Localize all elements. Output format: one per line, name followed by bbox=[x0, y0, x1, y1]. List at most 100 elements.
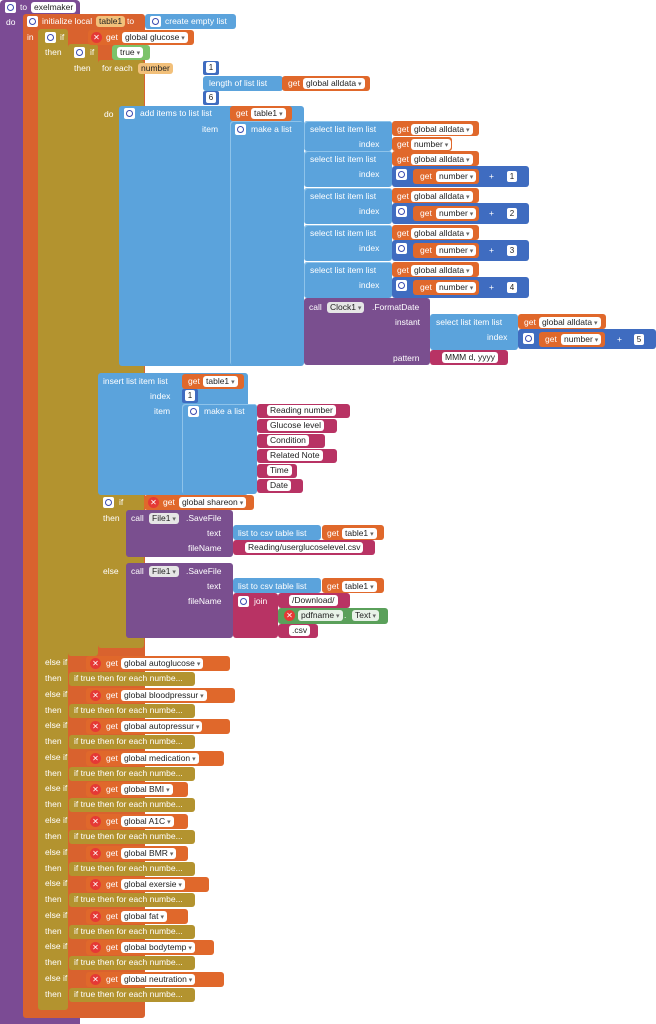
gear-icon[interactable] bbox=[150, 16, 161, 27]
local-var-dropdown[interactable]: number bbox=[436, 245, 477, 256]
get-label: get bbox=[106, 752, 118, 763]
global-var-dropdown[interactable]: global alldata bbox=[411, 265, 473, 276]
local-var-dropdown[interactable]: number bbox=[436, 208, 477, 219]
component-dropdown[interactable]: File1 bbox=[149, 566, 179, 577]
error-icon: ✕ bbox=[90, 816, 101, 827]
global-var-dropdown[interactable]: global shareon bbox=[179, 497, 247, 508]
collapsed-block[interactable] bbox=[69, 924, 195, 939]
global-var-dropdown[interactable]: global bodytemp bbox=[121, 942, 195, 954]
local-var-name[interactable]: table1 bbox=[96, 16, 126, 27]
global-var-dropdown[interactable]: global neutration bbox=[121, 974, 196, 985]
global-var-dropdown[interactable]: global fat bbox=[121, 910, 167, 922]
method-label: .SaveFile bbox=[186, 566, 222, 576]
select-list-item-block[interactable] bbox=[304, 151, 392, 187]
savefile-block-2[interactable] bbox=[126, 563, 233, 638]
global-var-dropdown[interactable]: global alldata bbox=[539, 317, 601, 328]
gear-icon[interactable] bbox=[396, 206, 407, 217]
global-var-dropdown[interactable]: global autopressur bbox=[121, 721, 203, 733]
offset-number[interactable]: 5 bbox=[634, 334, 644, 345]
gear-icon[interactable] bbox=[188, 406, 199, 417]
get-label: get bbox=[420, 171, 432, 181]
header-text[interactable]: Reading number bbox=[267, 405, 336, 416]
local-var-dropdown[interactable]: table1 bbox=[203, 376, 238, 387]
collapsed-block[interactable] bbox=[69, 672, 195, 686]
global-var-dropdown[interactable]: global A1C bbox=[121, 816, 174, 827]
global-var-dropdown[interactable]: global alldata bbox=[411, 228, 473, 239]
header-text[interactable]: Date bbox=[267, 480, 291, 491]
collapsed-block[interactable] bbox=[69, 988, 195, 1002]
global-var-dropdown[interactable]: global medication bbox=[121, 752, 199, 764]
else-if-label: else if bbox=[45, 688, 68, 699]
header-text[interactable]: Related Note bbox=[267, 450, 323, 461]
offset-number[interactable]: 3 bbox=[507, 245, 517, 256]
gear-icon[interactable] bbox=[103, 497, 114, 508]
from-number[interactable]: 1 bbox=[206, 62, 216, 73]
gear-icon[interactable] bbox=[235, 124, 246, 135]
create-empty-list-block[interactable] bbox=[145, 14, 236, 29]
for-var-field[interactable]: number bbox=[138, 63, 173, 74]
gear-icon[interactable] bbox=[5, 2, 16, 13]
global-var-dropdown[interactable]: global BMR bbox=[121, 847, 177, 859]
clock-formatdate-block[interactable] bbox=[304, 298, 430, 365]
global-var-dropdown[interactable]: global alldata bbox=[411, 124, 473, 135]
savefile-block-1[interactable] bbox=[126, 510, 233, 557]
global-var-dropdown[interactable]: global glucose bbox=[122, 32, 188, 43]
download-text[interactable]: /Download/ bbox=[289, 595, 338, 606]
filename-text[interactable]: Reading/userglucoselevel.csv bbox=[245, 542, 364, 553]
global-var-dropdown[interactable]: global alldata bbox=[303, 78, 365, 89]
collapsed-block[interactable] bbox=[69, 861, 195, 876]
select-list-item-block[interactable] bbox=[304, 121, 392, 151]
pattern-text[interactable]: MMM d, yyyy bbox=[442, 352, 499, 363]
extension-text[interactable]: .csv bbox=[289, 625, 311, 636]
offset-number[interactable]: 4 bbox=[507, 282, 517, 293]
local-var-dropdown[interactable]: number bbox=[411, 139, 452, 150]
collapsed-block[interactable] bbox=[69, 735, 195, 750]
collapsed-block[interactable] bbox=[69, 766, 195, 781]
gear-icon[interactable] bbox=[27, 16, 38, 27]
local-var-dropdown[interactable]: number bbox=[436, 171, 477, 182]
header-text[interactable]: Time bbox=[267, 465, 292, 476]
procedure-name-field[interactable]: exelmaker bbox=[31, 2, 77, 13]
local-var-dropdown[interactable]: table1 bbox=[342, 528, 377, 539]
collapsed-block[interactable] bbox=[69, 703, 195, 718]
global-var-dropdown[interactable]: global autoglucose bbox=[121, 658, 204, 669]
select-list-item-block[interactable] bbox=[304, 188, 392, 224]
error-icon: ✕ bbox=[90, 689, 101, 701]
gear-icon[interactable] bbox=[396, 280, 407, 291]
global-var-dropdown[interactable]: global BMI bbox=[121, 784, 173, 796]
gear-icon[interactable] bbox=[45, 32, 56, 43]
offset-number[interactable]: 2 bbox=[507, 208, 517, 219]
gear-icon[interactable] bbox=[238, 596, 249, 607]
gear-icon[interactable] bbox=[396, 169, 407, 180]
gear-icon[interactable] bbox=[124, 108, 135, 119]
global-var-dropdown[interactable]: global exersie bbox=[121, 879, 185, 891]
select-list-item-block[interactable] bbox=[304, 225, 392, 261]
collapsed-block[interactable] bbox=[69, 830, 195, 844]
local-var-dropdown[interactable]: number bbox=[436, 282, 477, 293]
collapsed-block[interactable] bbox=[69, 956, 195, 971]
local-var-dropdown[interactable]: table1 bbox=[251, 108, 286, 119]
gear-icon[interactable] bbox=[523, 333, 534, 344]
global-var-dropdown[interactable]: global bloodpressur bbox=[121, 689, 207, 701]
gear-icon[interactable] bbox=[396, 243, 407, 254]
inner-if-true-block[interactable] bbox=[68, 44, 98, 656]
offset-number[interactable]: 1 bbox=[507, 171, 517, 182]
insert-index-number[interactable]: 1 bbox=[185, 390, 195, 401]
collapsed-block[interactable] bbox=[69, 893, 195, 908]
header-text[interactable]: Condition bbox=[267, 435, 309, 446]
property-dropdown[interactable]: Text bbox=[352, 610, 380, 621]
component-dropdown[interactable]: File1 bbox=[149, 513, 179, 524]
by-number[interactable]: 6 bbox=[206, 92, 216, 103]
global-var-dropdown[interactable]: global alldata bbox=[411, 154, 473, 165]
header-text[interactable]: Glucose level bbox=[267, 420, 325, 431]
gear-icon[interactable] bbox=[74, 47, 85, 58]
select-list-item-block[interactable] bbox=[304, 262, 392, 298]
local-var-dropdown[interactable]: table1 bbox=[342, 581, 377, 592]
component-dropdown[interactable]: Clock1 bbox=[327, 302, 365, 313]
if-block[interactable] bbox=[38, 29, 68, 1010]
local-var-dropdown[interactable]: number bbox=[561, 334, 602, 345]
global-var-dropdown[interactable]: global alldata bbox=[411, 191, 473, 202]
collapsed-block[interactable] bbox=[69, 798, 195, 813]
component-dropdown[interactable]: pdfname bbox=[298, 610, 343, 621]
true-dropdown[interactable]: true bbox=[117, 47, 144, 58]
